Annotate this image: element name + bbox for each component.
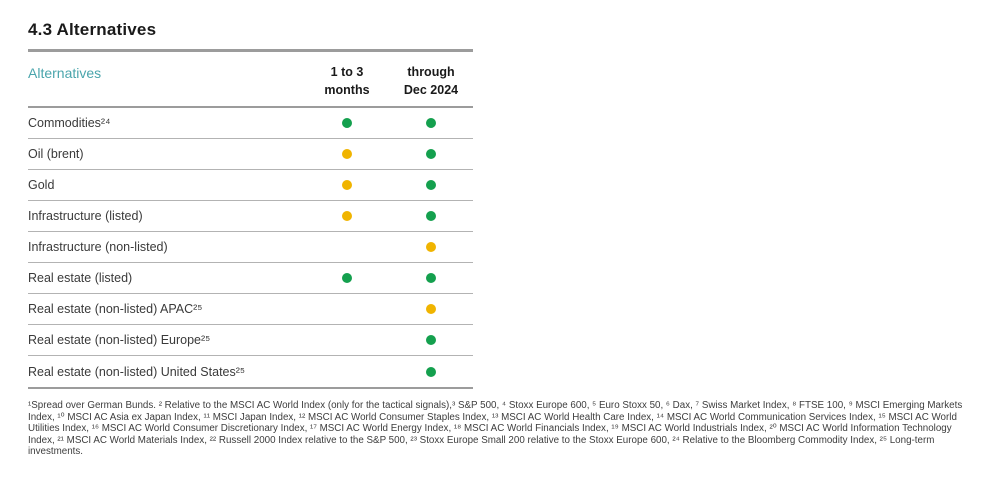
table-row: Oil (brent) [28, 139, 473, 170]
table-row: Real estate (non-listed) APAC²⁵ [28, 294, 473, 325]
table-body: Commodities²⁴ Oil (brent) Gold Infrastru… [28, 108, 473, 389]
signal-dot-icon [342, 180, 352, 190]
cell-through-dec2024 [389, 366, 473, 377]
cell-through-dec2024 [389, 180, 473, 190]
column-header-1to3-months: 1 to 3 months [324, 65, 370, 97]
table-row: Real estate (non-listed) Europe²⁵ [28, 325, 473, 356]
table-row: Real estate (non-listed) United States²⁵ [28, 356, 473, 387]
signal-dot-icon [342, 149, 352, 159]
signal-dot-icon [426, 180, 436, 190]
table-row: Infrastructure (listed) [28, 201, 473, 232]
cell-1to3-months [305, 304, 389, 314]
section-title: 4.3 Alternatives [28, 20, 157, 39]
cell-1to3-months [305, 273, 389, 283]
row-label: Gold [28, 178, 55, 192]
row-label: Real estate (non-listed) Europe²⁵ [28, 333, 211, 347]
row-label: Real estate (listed) [28, 271, 133, 285]
signal-dot-icon [342, 118, 352, 128]
signal-dot-icon [426, 242, 436, 252]
row-label: Real estate (non-listed) APAC²⁵ [28, 302, 203, 316]
signal-dot-icon [426, 304, 436, 314]
cell-through-dec2024 [389, 118, 473, 128]
cell-through-dec2024 [389, 273, 473, 283]
cell-1to3-months [305, 149, 389, 159]
table-header-label: Alternatives [28, 65, 102, 81]
cell-through-dec2024 [389, 242, 473, 252]
column-header-through-dec2024: through Dec 2024 [403, 65, 459, 97]
cell-through-dec2024 [389, 211, 473, 221]
signal-dot-icon [426, 273, 436, 283]
row-label: Oil (brent) [28, 147, 84, 161]
signal-dot-icon [342, 273, 352, 283]
cell-through-dec2024 [389, 335, 473, 345]
signal-dot-icon [426, 335, 436, 345]
title-divider [28, 49, 473, 52]
table-header-row: Alternatives 1 to 3 months through Dec 2… [28, 52, 473, 106]
cell-1to3-months [305, 211, 389, 221]
cell-1to3-months [305, 367, 389, 377]
table-row: Commodities²⁴ [28, 108, 473, 139]
signal-dot-icon [426, 149, 436, 159]
cell-1to3-months [305, 180, 389, 190]
cell-through-dec2024 [389, 304, 473, 314]
row-label: Infrastructure (non-listed) [28, 240, 168, 254]
cell-through-dec2024 [389, 149, 473, 159]
signal-dot-icon [426, 366, 436, 377]
cell-1to3-months [305, 118, 389, 128]
signal-dot-icon [342, 211, 352, 221]
table-row: Infrastructure (non-listed) [28, 232, 473, 263]
signal-dot-icon [426, 211, 436, 221]
row-label: Infrastructure (listed) [28, 209, 143, 223]
header-divider [28, 106, 473, 108]
row-label: Commodities²⁴ [28, 116, 111, 130]
row-label: Real estate (non-listed) United States²⁵ [28, 364, 246, 379]
table-row: Real estate (listed) [28, 263, 473, 294]
signal-dot-icon [426, 118, 436, 128]
table-row: Gold [28, 170, 473, 201]
alternatives-table: 4.3 Alternatives Alternatives 1 to 3 mon… [28, 20, 473, 389]
footnotes-text: ¹Spread over German Bunds. ² Relative to… [28, 400, 963, 458]
cell-1to3-months [305, 335, 389, 345]
document-page: 4.3 Alternatives Alternatives 1 to 3 mon… [28, 20, 963, 458]
cell-1to3-months [305, 242, 389, 252]
